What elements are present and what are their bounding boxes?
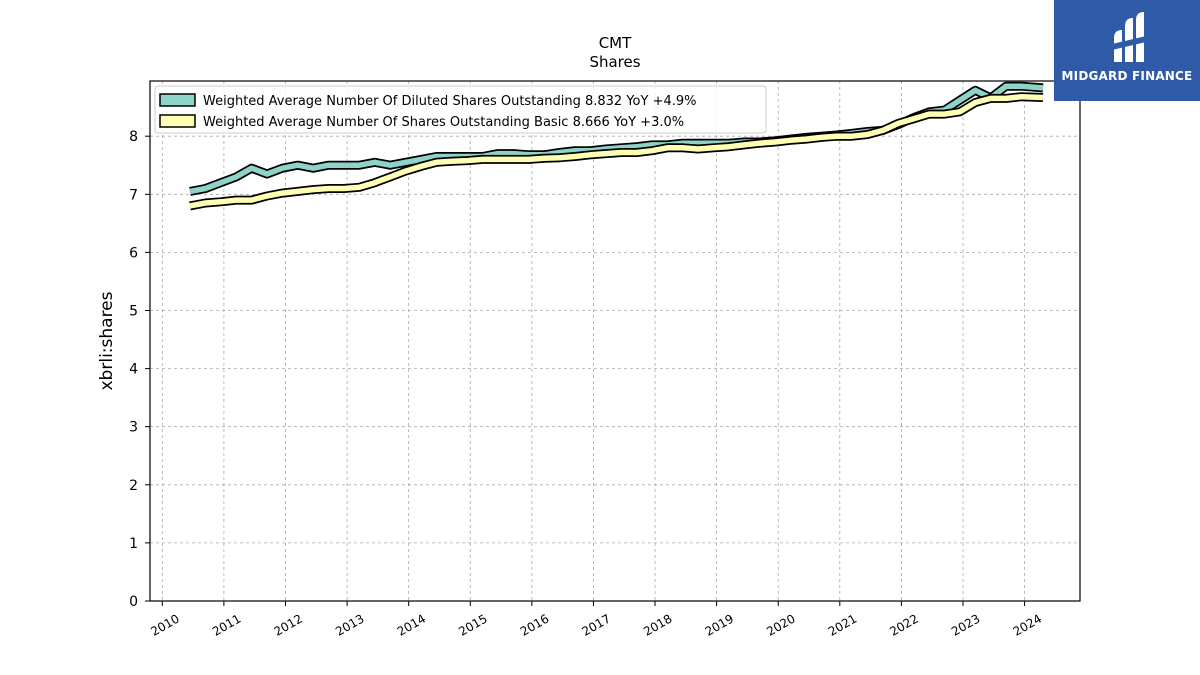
x-tick-label: 2024 (1011, 611, 1044, 638)
y-axis-label: xbrli:shares (97, 291, 117, 390)
legend-swatch-diluted (159, 93, 196, 107)
legend: Weighted Average Number Of Diluted Share… (154, 85, 767, 134)
x-tick-label: 2020 (764, 611, 797, 638)
series-line-1 (189, 93, 1044, 209)
y-tick-label: 1 (129, 536, 138, 552)
chart-subtitle: Shares (589, 53, 640, 71)
x-tick-label: 2013 (333, 611, 366, 638)
x-tick-label: 2015 (456, 611, 489, 638)
y-axis: 0 1 2 3 4 5 6 7 8 (129, 129, 150, 610)
x-tick-label: 2019 (703, 611, 736, 638)
y-tick-label: 6 (129, 245, 138, 261)
legend-box (154, 85, 767, 134)
y-tick-label: 8 (129, 129, 138, 145)
y-tick-label: 7 (129, 187, 138, 203)
legend-label-diluted: Weighted Average Number Of Diluted Share… (203, 94, 697, 109)
y-tick-label: 5 (129, 303, 138, 319)
series-layer (189, 81, 1044, 211)
x-tick-label: 2022 (887, 611, 920, 638)
y-tick-label: 0 (129, 594, 138, 610)
plot-frame (149, 80, 1081, 602)
logo-text: MIDGARD FINANCE (1061, 69, 1193, 83)
x-tick-label: 2014 (395, 611, 428, 638)
legend-swatch-basic (159, 114, 196, 128)
x-tick-label: 2018 (641, 611, 674, 638)
grid-lines (150, 81, 1080, 602)
x-axis: 2010 2011 2012 2013 2014 2015 2016 2017 2018 2019… (148, 601, 1044, 639)
x-tick-label: 2017 (579, 611, 612, 638)
x-tick-label: 2023 (949, 611, 982, 638)
logo-mark-icon (1112, 12, 1146, 62)
x-tick-label: 2016 (518, 611, 551, 638)
legend-label-basic: Weighted Average Number Of Shares Outsta… (203, 115, 684, 130)
y-tick-label: 3 (129, 420, 138, 436)
x-tick-label: 2010 (148, 611, 181, 638)
x-tick-label: 2011 (210, 611, 243, 638)
midgard-finance-logo: MIDGARD FINANCE (1054, 0, 1200, 101)
chart-title: CMT (599, 34, 632, 52)
y-tick-label: 4 (129, 362, 138, 378)
y-tick-label: 2 (129, 478, 138, 494)
x-tick-label: 2012 (272, 611, 305, 638)
x-tick-label: 2021 (826, 611, 859, 638)
